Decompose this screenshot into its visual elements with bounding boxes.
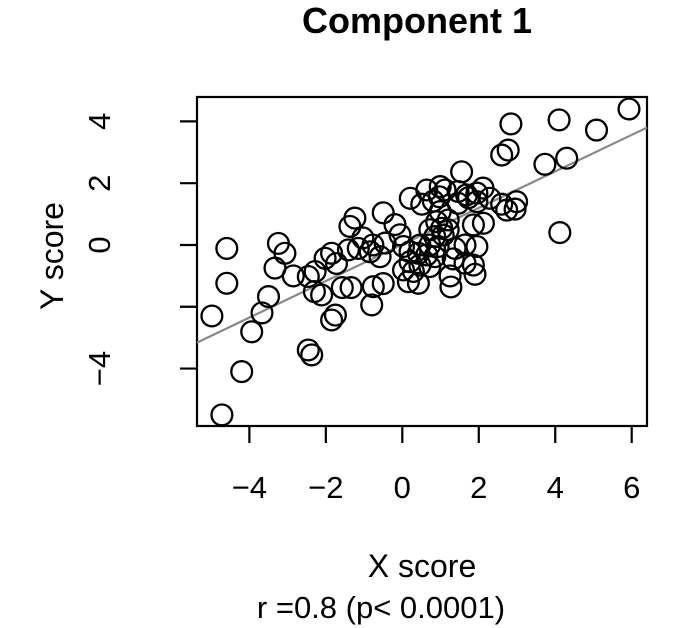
data-point (425, 210, 449, 234)
data-point (503, 197, 527, 221)
data-points (200, 97, 641, 427)
data-point (346, 236, 370, 260)
x-axis-label: X score (368, 548, 476, 584)
data-point (533, 152, 557, 176)
data-point (330, 276, 354, 300)
data-point (361, 275, 385, 299)
x-tick-label: 6 (623, 470, 640, 505)
data-point (461, 253, 485, 277)
data-point (360, 293, 384, 317)
data-point (200, 304, 224, 328)
data-point (617, 97, 641, 121)
data-point (230, 360, 254, 384)
data-point (428, 175, 452, 199)
y-axis-label: Y score (34, 202, 70, 310)
data-point (361, 233, 385, 257)
data-point (296, 264, 320, 289)
data-point (584, 118, 609, 142)
x-tick-label: −2 (308, 470, 343, 505)
data-point (505, 190, 529, 214)
data-point (555, 146, 579, 170)
data-point (310, 283, 334, 307)
x-axis-ticks: −4 −2 0 2 4 6 (232, 426, 640, 505)
data-point (215, 271, 239, 295)
data-point (439, 275, 463, 299)
data-point (320, 241, 344, 265)
data-point (388, 223, 412, 247)
x-tick-label: 0 (394, 470, 411, 505)
data-point (436, 208, 460, 232)
data-point (339, 276, 363, 300)
data-point (438, 264, 462, 288)
data-point (471, 176, 495, 200)
y-tick-label: 0 (82, 236, 117, 253)
data-point (499, 112, 523, 136)
data-point (296, 338, 320, 362)
data-point (463, 262, 487, 286)
data-point (490, 192, 514, 216)
data-point (324, 251, 349, 276)
data-point (426, 234, 450, 259)
data-point (471, 211, 495, 235)
data-point (461, 213, 485, 237)
y-tick-label: 4 (82, 113, 117, 130)
data-point (396, 270, 420, 294)
data-point (450, 160, 474, 184)
data-point (465, 181, 489, 205)
data-point (391, 234, 416, 259)
y-axis-ticks: 4 2 0 −4 (82, 113, 197, 386)
data-point (300, 343, 324, 367)
y-tick-label: −4 (82, 351, 117, 386)
data-point (368, 245, 392, 269)
chart-title: Component 1 (302, 0, 532, 41)
data-point (453, 233, 477, 257)
data-point (496, 138, 520, 162)
data-point (406, 271, 430, 295)
data-point (433, 178, 457, 202)
data-point (441, 247, 465, 271)
data-point (371, 201, 395, 225)
data-point (303, 259, 327, 284)
data-point (408, 253, 432, 277)
data-point (343, 206, 367, 230)
data-point (548, 221, 572, 245)
data-point (418, 255, 442, 279)
y-tick-label: 2 (82, 175, 117, 192)
data-point (281, 264, 305, 288)
data-point (210, 403, 234, 427)
data-point (490, 143, 514, 167)
data-point (454, 183, 479, 207)
data-point (391, 258, 416, 282)
data-point (336, 238, 360, 262)
data-point (240, 320, 264, 344)
data-point (547, 108, 571, 132)
data-point (273, 241, 297, 265)
data-point (256, 285, 281, 309)
plot-box (195, 95, 649, 428)
x-tick-label: 4 (547, 470, 564, 505)
data-point (371, 272, 395, 296)
x-tick-label: 2 (470, 470, 487, 505)
data-point (320, 308, 344, 332)
data-point (406, 241, 430, 265)
data-point (415, 178, 439, 202)
data-point (323, 303, 347, 327)
data-point (250, 301, 274, 325)
correlation-subtitle: r =0.8 (p< 0.0001) (257, 590, 505, 625)
data-point (215, 236, 239, 260)
data-point (465, 234, 489, 259)
data-point (313, 246, 337, 270)
x-tick-label: −4 (232, 470, 267, 505)
